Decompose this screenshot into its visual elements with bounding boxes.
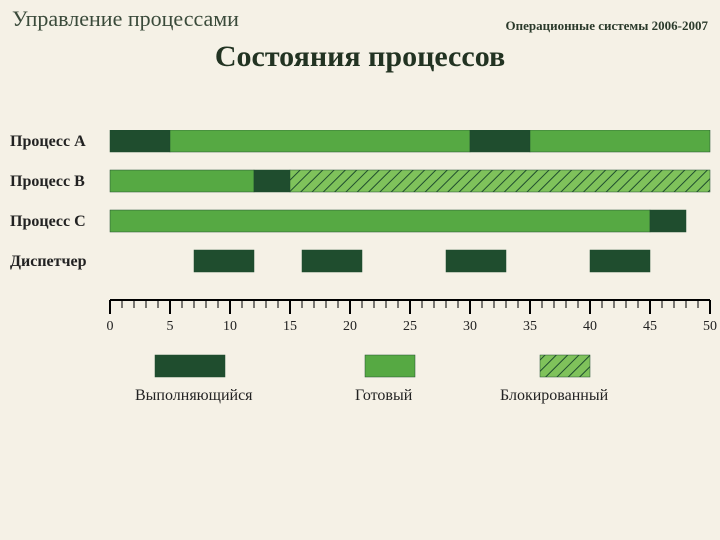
legend-label: Выполняющийся: [135, 387, 253, 404]
row-label: Процесс С: [10, 213, 86, 230]
segment: [530, 130, 710, 152]
segment: [590, 250, 650, 272]
segment: [110, 130, 170, 152]
tick-label: 15: [283, 319, 297, 334]
segment: [110, 170, 254, 192]
page-title: Состояния процессов: [0, 40, 720, 74]
segment: [302, 250, 362, 272]
segment: [650, 210, 686, 232]
tick-label: 35: [523, 319, 537, 334]
header-left: Управление процессами: [12, 6, 239, 32]
tick-label: 0: [107, 319, 114, 334]
tick-label: 10: [223, 319, 237, 334]
row-label: Процесс А: [10, 133, 86, 150]
segment: [470, 130, 530, 152]
segment: [110, 210, 650, 232]
gantt-chart: Процесс А Процесс В Процесс С Диспетчер 0 5 10…: [0, 130, 720, 440]
segment: [290, 170, 710, 192]
tick-label: 20: [343, 319, 357, 334]
tick-label: 40: [583, 319, 597, 334]
tick-label: 25: [403, 319, 417, 334]
legend-swatch: [365, 355, 415, 377]
legend-swatch: [155, 355, 225, 377]
tick-label: 5: [167, 319, 174, 334]
tick-label: 30: [463, 319, 477, 334]
row-label: Процесс В: [10, 173, 85, 190]
segment: [170, 130, 470, 152]
legend-label: Блокированный: [500, 387, 609, 404]
segment: [194, 250, 254, 272]
row-label: Диспетчер: [10, 253, 87, 270]
header-right: Операционные системы 2006-2007: [505, 18, 708, 34]
legend-label: Готовый: [355, 387, 413, 404]
legend-swatch: [540, 355, 590, 377]
segment: [254, 170, 290, 192]
tick-label: 45: [643, 319, 657, 334]
segment: [446, 250, 506, 272]
tick-label: 50: [703, 319, 717, 334]
